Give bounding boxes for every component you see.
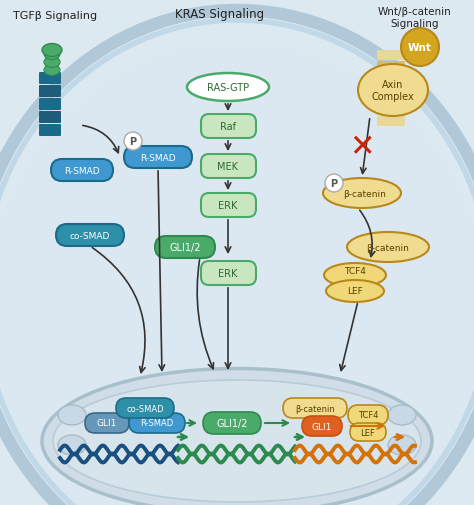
Ellipse shape — [358, 65, 428, 117]
Ellipse shape — [44, 49, 60, 61]
Text: KRAS Signaling: KRAS Signaling — [175, 8, 264, 21]
FancyBboxPatch shape — [39, 86, 61, 98]
Text: ERK: ERK — [219, 200, 237, 211]
FancyBboxPatch shape — [201, 193, 256, 218]
Text: P: P — [330, 179, 337, 189]
FancyBboxPatch shape — [124, 147, 192, 169]
FancyBboxPatch shape — [377, 62, 405, 72]
FancyBboxPatch shape — [39, 112, 61, 124]
Text: R-SMAD: R-SMAD — [64, 166, 100, 175]
Ellipse shape — [187, 74, 269, 102]
Ellipse shape — [0, 43, 474, 505]
FancyBboxPatch shape — [39, 73, 61, 85]
Text: TGFβ Signaling: TGFβ Signaling — [13, 11, 97, 21]
FancyBboxPatch shape — [51, 160, 113, 182]
Ellipse shape — [388, 435, 416, 455]
FancyBboxPatch shape — [302, 416, 342, 436]
Text: GLI1/2: GLI1/2 — [169, 242, 201, 252]
Ellipse shape — [42, 44, 62, 58]
FancyBboxPatch shape — [129, 413, 185, 433]
FancyBboxPatch shape — [377, 117, 405, 127]
Ellipse shape — [53, 380, 421, 502]
Text: GLI1: GLI1 — [97, 419, 117, 428]
Circle shape — [325, 175, 343, 192]
FancyBboxPatch shape — [201, 262, 256, 285]
FancyBboxPatch shape — [350, 423, 386, 441]
FancyBboxPatch shape — [39, 125, 61, 137]
Text: Raf: Raf — [220, 122, 236, 132]
FancyBboxPatch shape — [377, 84, 405, 94]
Text: Axin
Complex: Axin Complex — [372, 80, 414, 102]
Text: TCF4: TCF4 — [344, 267, 366, 276]
FancyBboxPatch shape — [377, 51, 405, 61]
FancyBboxPatch shape — [116, 398, 174, 418]
Text: ERK: ERK — [219, 269, 237, 278]
Ellipse shape — [42, 369, 432, 505]
Text: R-SMAD: R-SMAD — [140, 419, 173, 428]
Ellipse shape — [323, 179, 401, 209]
Circle shape — [124, 133, 142, 150]
Ellipse shape — [388, 405, 416, 425]
FancyBboxPatch shape — [201, 155, 256, 179]
Text: ✕: ✕ — [349, 133, 375, 162]
FancyBboxPatch shape — [377, 95, 405, 105]
FancyBboxPatch shape — [283, 398, 347, 418]
FancyBboxPatch shape — [377, 73, 405, 83]
Ellipse shape — [324, 264, 386, 287]
Text: co-SMAD: co-SMAD — [126, 403, 164, 413]
Text: TCF4: TCF4 — [358, 411, 378, 420]
FancyBboxPatch shape — [203, 412, 261, 434]
FancyBboxPatch shape — [85, 413, 129, 433]
Ellipse shape — [347, 232, 429, 263]
Text: GLI1: GLI1 — [312, 422, 332, 431]
Ellipse shape — [58, 405, 86, 425]
FancyBboxPatch shape — [348, 405, 388, 425]
Ellipse shape — [58, 435, 86, 455]
Ellipse shape — [326, 280, 384, 302]
FancyBboxPatch shape — [377, 106, 405, 116]
Text: R-SMAD: R-SMAD — [140, 153, 176, 162]
Text: RAS-GTP: RAS-GTP — [207, 83, 249, 93]
Text: β-catenin: β-catenin — [295, 403, 335, 413]
FancyBboxPatch shape — [39, 99, 61, 111]
Ellipse shape — [44, 65, 60, 76]
Ellipse shape — [44, 58, 60, 68]
Text: co-SMAD: co-SMAD — [70, 231, 110, 240]
Text: LEF: LEF — [347, 287, 363, 296]
FancyBboxPatch shape — [56, 225, 124, 246]
Text: β-catenin: β-catenin — [344, 189, 386, 198]
Text: LEF: LEF — [361, 428, 375, 437]
Text: β-catenin: β-catenin — [366, 243, 410, 252]
Circle shape — [401, 29, 439, 67]
Text: MEK: MEK — [218, 162, 238, 172]
Text: Wnt: Wnt — [408, 43, 432, 53]
Text: P: P — [129, 137, 137, 147]
FancyBboxPatch shape — [201, 115, 256, 139]
Text: Wnt/β-catenin
Signaling: Wnt/β-catenin Signaling — [378, 7, 452, 29]
Text: GLI1/2: GLI1/2 — [216, 418, 248, 428]
FancyBboxPatch shape — [155, 236, 215, 259]
